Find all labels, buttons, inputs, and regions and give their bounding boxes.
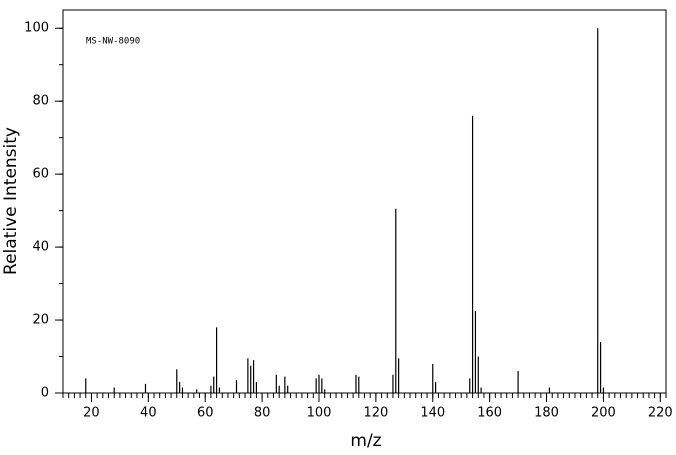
x-tick-label: 60 — [197, 406, 214, 421]
y-tick-label: 60 — [32, 167, 49, 182]
y-tick-label: 100 — [24, 21, 49, 36]
x-tick-label: 140 — [420, 406, 445, 421]
x-tick-label: 80 — [254, 406, 271, 421]
plot-frame — [62, 9, 667, 394]
x-tick-label: 20 — [83, 406, 100, 421]
x-tick-label: 160 — [477, 406, 502, 421]
y-tick-label: 0 — [41, 386, 49, 401]
y-axis-title: Relative Intensity — [1, 127, 21, 275]
x-axis-title: m/z — [350, 431, 381, 451]
x-tick-label: 220 — [648, 406, 673, 421]
x-tick-label: 40 — [140, 406, 157, 421]
x-tick-label: 120 — [363, 406, 388, 421]
x-tick-label: 100 — [307, 406, 332, 421]
x-tick-label: 200 — [591, 406, 616, 421]
y-tick-label: 40 — [32, 240, 49, 255]
annotation: MS-NW-8090 — [86, 37, 140, 47]
y-tick-label: 80 — [32, 94, 49, 109]
x-tick-label: 180 — [534, 406, 559, 421]
y-tick-label: 20 — [32, 313, 49, 328]
